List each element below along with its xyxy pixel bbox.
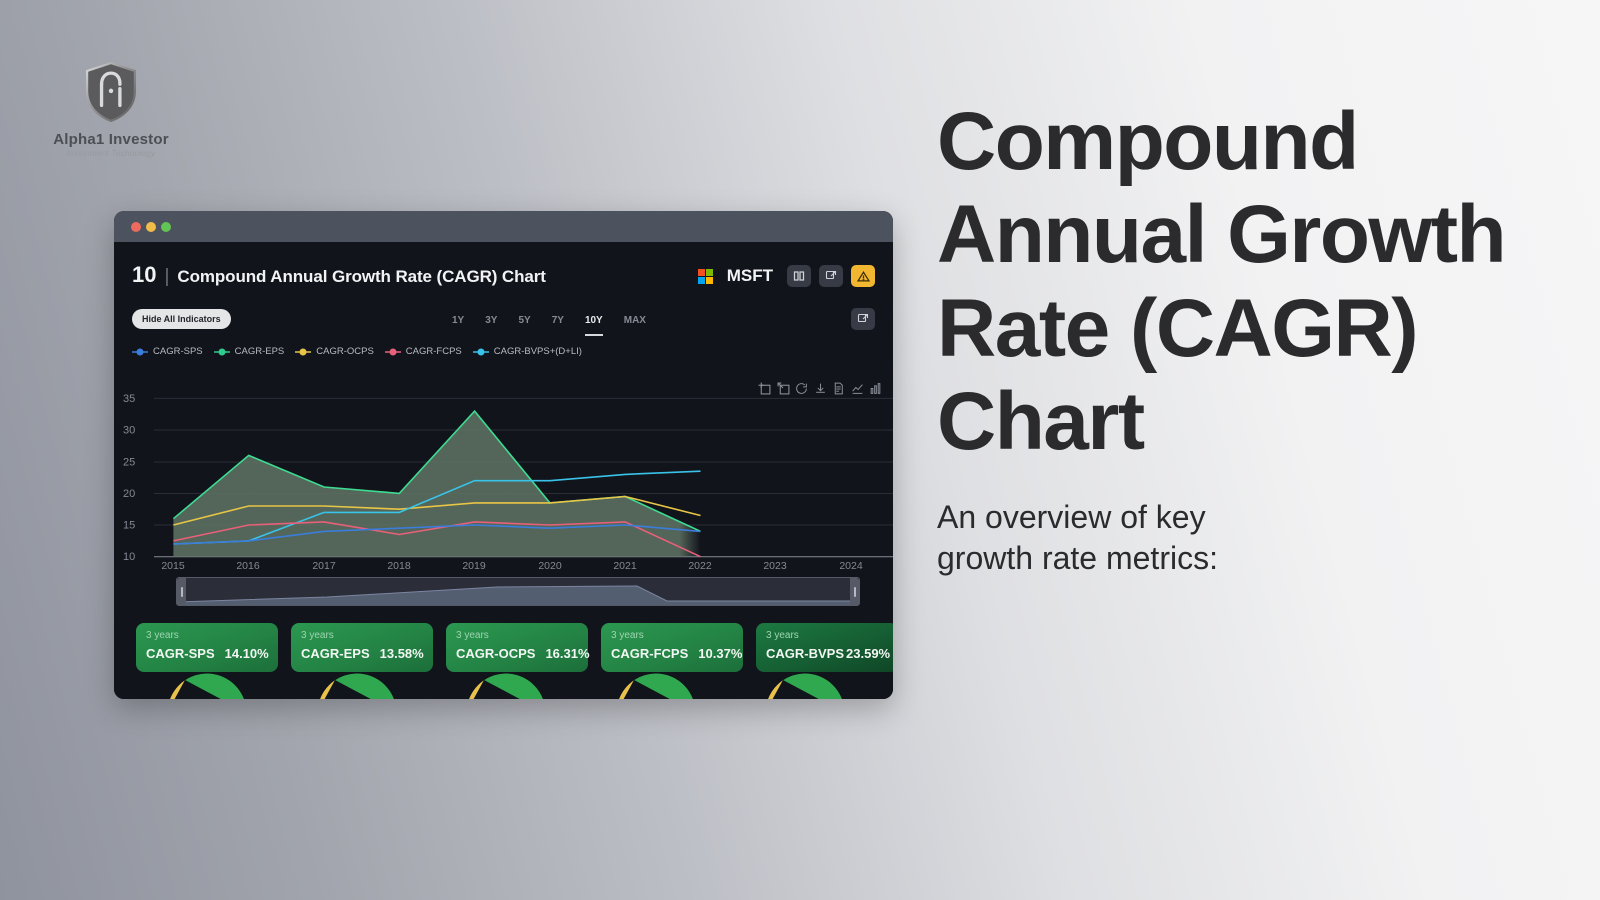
svg-text:25: 25 — [123, 457, 135, 469]
svg-text:10: 10 — [123, 551, 135, 563]
svg-text:35: 35 — [123, 393, 135, 405]
svg-text:2021: 2021 — [613, 560, 637, 572]
svg-text:2016: 2016 — [236, 560, 260, 572]
svg-text:2022: 2022 — [688, 560, 712, 572]
svg-text:2017: 2017 — [312, 560, 336, 572]
svg-text:2019: 2019 — [462, 560, 486, 572]
svg-text:2023: 2023 — [763, 560, 787, 572]
svg-text:20: 20 — [123, 488, 135, 500]
svg-text:30: 30 — [123, 425, 135, 437]
svg-text:2020: 2020 — [538, 560, 562, 572]
svg-text:2018: 2018 — [387, 560, 411, 572]
svg-text:2024: 2024 — [839, 560, 863, 572]
svg-text:15: 15 — [123, 520, 135, 532]
svg-text:2015: 2015 — [161, 560, 185, 572]
